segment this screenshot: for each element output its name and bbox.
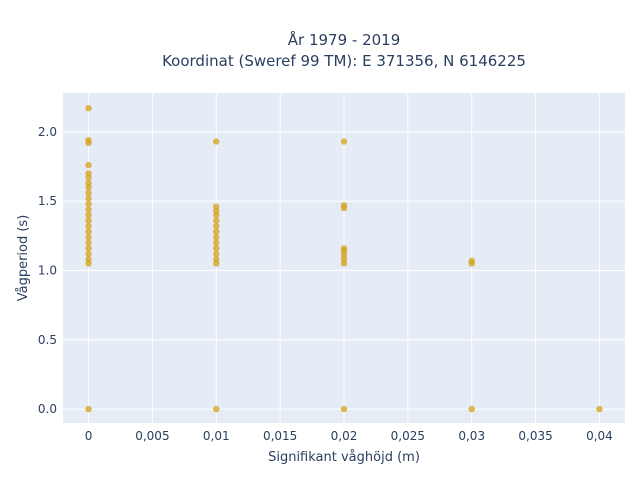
data-point <box>85 136 92 144</box>
points-layer <box>85 105 603 413</box>
x-axis-label: Signifikant våghöjd (m) <box>268 450 420 465</box>
data-point <box>85 256 92 263</box>
data-point <box>213 138 220 145</box>
y-tick-labels: 0.0 0.5 1.0 1.5 2.0 <box>38 125 57 416</box>
data-point <box>85 170 92 177</box>
x-tick-label: 0,035 <box>518 429 552 443</box>
data-point <box>85 239 92 246</box>
data-point <box>596 405 603 413</box>
data-point <box>85 250 92 258</box>
y-axis-label: Vågperiod (s) <box>16 215 31 302</box>
data-point <box>85 195 92 202</box>
data-point <box>85 179 92 187</box>
data-point <box>213 245 220 252</box>
x-tick-label: 0,01 <box>203 429 230 443</box>
data-point <box>85 200 92 208</box>
y-tick-label: 1.5 <box>38 194 57 208</box>
x-tick-label: 0,04 <box>586 429 613 443</box>
chart-title-line1: År 1979 - 2019 <box>288 30 401 49</box>
data-point <box>85 234 92 241</box>
y-tick-label: 2.0 <box>38 125 57 139</box>
data-point <box>340 245 348 252</box>
data-point <box>213 256 220 263</box>
data-point <box>468 257 475 264</box>
data-point <box>85 228 92 235</box>
data-point <box>85 161 92 169</box>
data-point <box>213 234 220 241</box>
data-point <box>213 405 220 413</box>
data-point <box>468 405 475 413</box>
data-point <box>85 206 92 213</box>
data-point <box>85 105 92 112</box>
x-tick-label: 0 <box>85 429 93 443</box>
x-tick-label: 0,005 <box>135 429 169 443</box>
data-point <box>85 211 92 219</box>
x-tick-label: 0,025 <box>391 429 425 443</box>
data-point <box>85 222 92 230</box>
data-point <box>213 203 220 210</box>
data-point <box>213 239 220 246</box>
data-point <box>340 202 348 209</box>
data-point <box>340 405 348 413</box>
y-tick-label: 0.5 <box>38 333 57 347</box>
y-tick-label: 1.0 <box>38 263 57 277</box>
x-tick-label: 0,02 <box>331 429 358 443</box>
data-point <box>85 405 92 413</box>
data-point <box>213 217 220 224</box>
data-point <box>85 217 92 224</box>
data-point <box>340 138 348 145</box>
x-tick-label: 0,015 <box>263 429 297 443</box>
y-tick-label: 0.0 <box>38 402 57 416</box>
data-point <box>213 222 220 230</box>
data-point <box>85 245 92 252</box>
data-point <box>213 228 220 235</box>
data-point <box>213 250 220 258</box>
x-tick-label: 0,03 <box>458 429 485 443</box>
data-point <box>85 189 92 197</box>
chart-title-line2: Koordinat (Sweref 99 TM): E 371356, N 61… <box>162 52 526 70</box>
x-tick-labels: 0 0,005 0,01 0,015 0,02 0,025 0,03 0,035 0,04 <box>85 429 613 443</box>
